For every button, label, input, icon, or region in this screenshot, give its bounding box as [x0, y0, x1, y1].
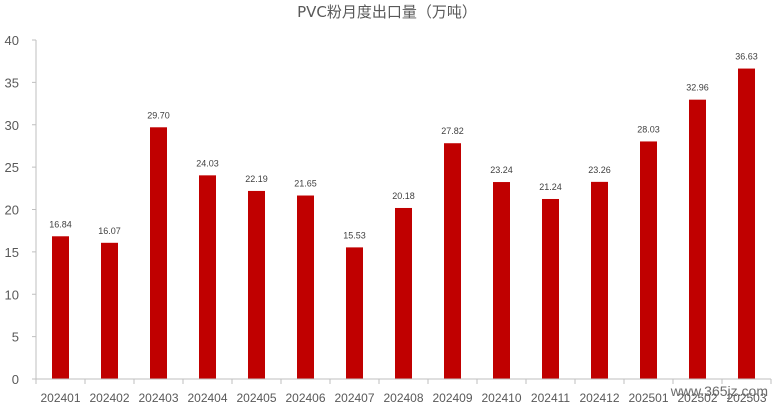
bar-202502: [689, 99, 706, 379]
y-tick-label: 15: [5, 245, 19, 260]
bar-202409: [444, 143, 461, 379]
x-tick-label: 202404: [187, 391, 227, 405]
chart-title: PVC粉月度出口量（万吨）: [297, 3, 477, 21]
data-label: 23.24: [490, 165, 513, 175]
bar-202411: [542, 198, 559, 379]
y-tick-label: 0: [12, 372, 19, 387]
data-label: 16.84: [49, 219, 72, 229]
x-tick-label: 202503: [726, 391, 766, 405]
x-tick-label: 202408: [383, 391, 423, 405]
y-tick-label: 5: [12, 330, 19, 345]
x-tick-label: 202409: [432, 391, 472, 405]
y-tick-label: 35: [5, 75, 19, 90]
bar-202404: [199, 175, 216, 379]
bar-202402: [101, 242, 118, 379]
data-label: 16.07: [98, 226, 121, 236]
bar-202410: [493, 182, 510, 379]
bar-202501: [640, 141, 657, 379]
bar-202412: [591, 181, 608, 379]
bar-202408: [395, 207, 412, 379]
data-label: 20.18: [392, 191, 415, 201]
y-tick-label: 25: [5, 160, 19, 175]
x-tick-label: 202410: [481, 391, 521, 405]
y-tick-label: 10: [5, 287, 19, 302]
data-label: 24.03: [196, 158, 219, 168]
x-tick-label: 202401: [40, 391, 80, 405]
bar-202406: [297, 195, 314, 379]
bar-202503: [738, 68, 755, 379]
bar-202401: [52, 236, 69, 379]
data-label: 28.03: [637, 124, 660, 134]
data-label: 29.70: [147, 110, 170, 120]
x-tick-label: 202402: [89, 391, 129, 405]
data-label: 32.96: [686, 83, 709, 93]
data-label: 27.82: [441, 126, 464, 136]
data-label: 23.26: [588, 165, 611, 175]
x-tick-label: 202403: [138, 391, 178, 405]
x-tick-label: 202502: [677, 391, 717, 405]
data-label: 21.24: [539, 182, 562, 192]
data-label: 15.53: [343, 230, 366, 240]
x-tick-label: 202412: [579, 391, 619, 405]
y-axis: 0 5 10 15 20 25 30 35 40: [5, 33, 37, 387]
data-label: 36.63: [735, 52, 758, 62]
watermark: www.365jz.com: [670, 383, 768, 399]
bar-202403: [150, 127, 167, 379]
x-tick-label: 202411: [531, 391, 570, 405]
bar-202407: [346, 247, 363, 379]
data-labels: 16.84 16.07 29.70 24.03 22.19 21.65 15.53 20.18…: [49, 52, 758, 241]
bars: [52, 68, 755, 379]
x-tick-label: 202405: [236, 391, 276, 405]
data-label: 22.19: [245, 174, 268, 184]
x-axis: 202401 202402 202403 202404 202405 202406 2024…: [35, 378, 772, 405]
data-label: 21.65: [294, 179, 317, 189]
x-tick-label: 202406: [285, 391, 325, 405]
y-tick-label: 40: [5, 33, 19, 48]
x-tick-label: 202407: [334, 391, 374, 405]
y-tick-label: 30: [5, 118, 19, 133]
y-tick-label: 20: [5, 203, 19, 218]
x-tick-label: 202501: [628, 391, 668, 405]
bar-202405: [248, 190, 265, 379]
